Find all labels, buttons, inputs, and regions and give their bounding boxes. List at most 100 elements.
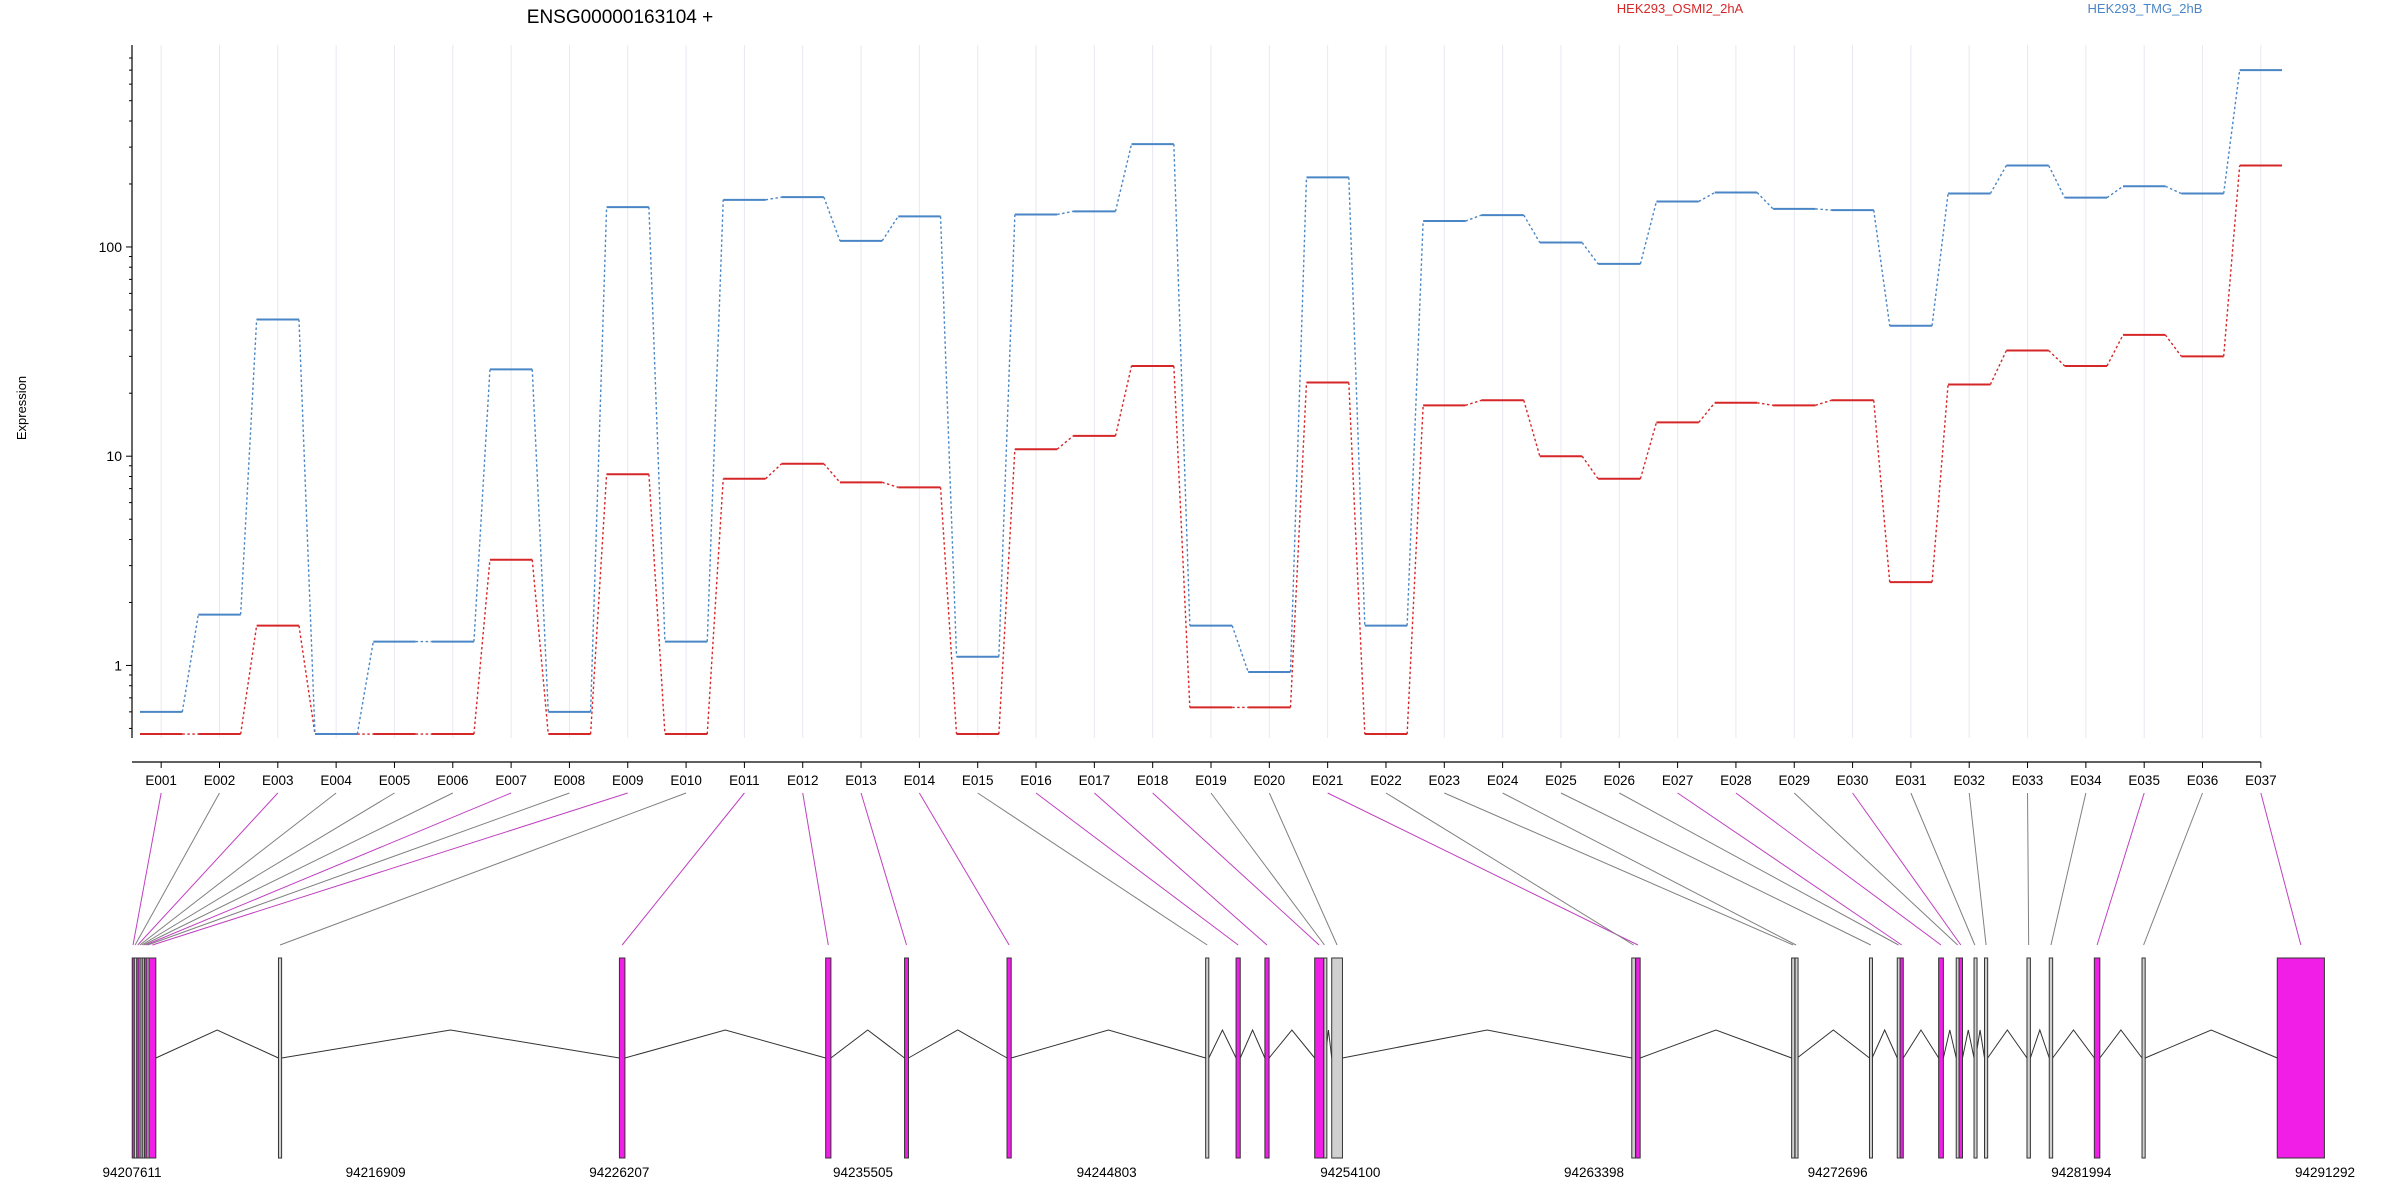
connector-E005 <box>141 792 395 946</box>
connector-E004 <box>139 792 337 946</box>
step-E014 <box>882 481 899 488</box>
step-E017 <box>1057 210 1074 216</box>
x-tick-label-E035: E035 <box>2128 773 2160 788</box>
exon-E028 <box>1938 957 1944 1159</box>
intron <box>2144 1029 2278 1059</box>
step-E010 <box>648 474 666 735</box>
coord-label: 94291292 <box>2295 1165 2355 1180</box>
x-tick-label-E004: E004 <box>320 773 352 788</box>
connector-E019 <box>1210 792 1325 946</box>
exon-E009 <box>148 957 157 1159</box>
exon-E024 <box>1794 957 1799 1159</box>
exon-E031 <box>1973 957 1978 1159</box>
expression-series <box>140 69 2282 736</box>
x-tick-label-E033: E033 <box>2012 773 2044 788</box>
step-E004 <box>298 319 316 735</box>
exon-E016 <box>1235 957 1241 1159</box>
connector-E020 <box>1268 792 1338 946</box>
step-E033 <box>1989 165 2007 194</box>
exon-E036 <box>2141 957 2146 1159</box>
step-E030 <box>1815 399 1832 407</box>
step-E011 <box>706 478 724 735</box>
connector-E029 <box>1793 792 1959 946</box>
step-E024 <box>1465 399 1482 407</box>
x-tick-label-E014: E014 <box>904 773 936 788</box>
series-HEK293_OSMI2_2hA <box>140 164 2282 736</box>
step-E003 <box>239 625 258 735</box>
step-E035 <box>2106 185 2124 199</box>
step-E032 <box>1931 384 1949 583</box>
step-E027 <box>1639 422 1658 479</box>
connector-E028 <box>1735 792 1942 946</box>
x-tick-label-E007: E007 <box>495 773 527 788</box>
x-tick-label-E016: E016 <box>1020 773 1052 788</box>
step-E036 <box>2165 185 2182 195</box>
coord-label: 94263398 <box>1564 1165 1624 1180</box>
exon-E017 <box>1264 957 1270 1159</box>
intron <box>1239 1028 1266 1059</box>
step-E036 <box>2164 334 2182 357</box>
step-E015 <box>939 487 958 735</box>
x-tick-label-E010: E010 <box>670 773 702 788</box>
intron <box>1208 1028 1237 1059</box>
step-E014 <box>881 216 899 242</box>
exon-E011 <box>618 957 626 1159</box>
step-E002 <box>181 614 200 712</box>
x-tick-label-E017: E017 <box>1079 773 1111 788</box>
exon-E034 <box>2048 957 2054 1159</box>
exon-E022 <box>1631 957 1636 1159</box>
connector-E010 <box>279 792 687 946</box>
step-E011 <box>706 199 724 642</box>
connector-E035 <box>2096 792 2145 946</box>
step-E034 <box>2048 165 2066 198</box>
intron <box>908 1029 1008 1059</box>
connector-E014 <box>918 792 1010 946</box>
exon-E033 <box>2026 957 2031 1159</box>
x-tick-label-E029: E029 <box>1778 773 1810 788</box>
connector-E018 <box>1152 792 1320 946</box>
x-tick-label-E018: E018 <box>1137 773 1169 788</box>
x-tick-label-E028: E028 <box>1720 773 1752 788</box>
y-axis-label: Expression <box>14 376 29 440</box>
x-tick-label-E030: E030 <box>1837 773 1869 788</box>
exon-connectors <box>132 792 2302 946</box>
coord-label: 94226207 <box>589 1165 649 1180</box>
connector-E016 <box>1035 792 1239 946</box>
step-E028 <box>1698 402 1716 423</box>
x-tick-label-E008: E008 <box>554 773 586 788</box>
connector-E012 <box>802 792 829 946</box>
connector-E036 <box>2143 792 2203 946</box>
connector-E024 <box>1502 792 1797 946</box>
step-E032 <box>1931 193 1949 326</box>
exon-E021 <box>1635 957 1641 1159</box>
connector-E021 <box>1327 792 1639 946</box>
legend-entry-tmg: HEK293_TMG_2hB <box>2088 1 2203 16</box>
intron <box>1268 1029 1316 1059</box>
coord-label: 94235505 <box>833 1165 893 1180</box>
connector-E013 <box>860 792 907 946</box>
connector-E025 <box>1560 792 1872 946</box>
exon-E014 <box>1006 957 1012 1159</box>
x-tick-label-E032: E032 <box>1953 773 1985 788</box>
legend-entry-osmi2: HEK293_OSMI2_2hA <box>1617 1 1744 16</box>
exon-E012 <box>825 957 832 1159</box>
intron <box>1942 1029 1957 1059</box>
x-tick-label-E011: E011 <box>729 773 760 788</box>
coord-label: 94272696 <box>1808 1165 1868 1180</box>
step-E019 <box>1173 144 1191 626</box>
intron <box>1011 1029 1206 1059</box>
connector-E032 <box>1968 792 1987 946</box>
step-E019 <box>1173 365 1191 708</box>
intron <box>1639 1029 1792 1059</box>
x-tick-label-E020: E020 <box>1254 773 1286 788</box>
step-E037 <box>2222 165 2241 357</box>
x-tick-label-E015: E015 <box>962 773 994 788</box>
step-E037 <box>2222 70 2241 194</box>
exon-E035 <box>2093 957 2101 1159</box>
connector-E031 <box>1910 792 1976 946</box>
exon-E019 <box>1323 957 1328 1159</box>
coord-label: 94244803 <box>1077 1165 1137 1180</box>
step-E027 <box>1639 201 1658 265</box>
step-E031 <box>1873 400 1891 583</box>
series-HEK293_TMG_2hB <box>140 69 2282 736</box>
